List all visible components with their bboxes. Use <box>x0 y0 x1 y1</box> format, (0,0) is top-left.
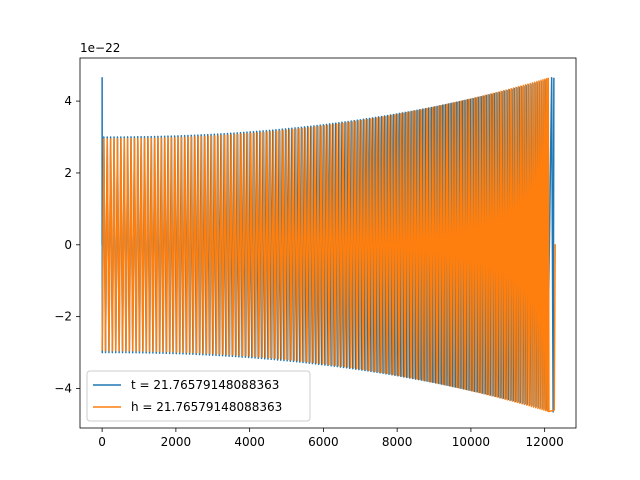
y-tick-label: −2 <box>54 310 72 324</box>
series-layer <box>101 77 556 413</box>
x-tick-label: 8000 <box>382 435 413 449</box>
axes-frame <box>79 57 577 429</box>
y-axis: 4 2 0 −2 −4 <box>54 94 80 395</box>
legend-label-t: t = 21.76579148088363 <box>131 378 279 392</box>
x-axis: 0 2000 4000 6000 8000 10000 12000 <box>98 428 564 449</box>
x-tick-label: 6000 <box>308 435 339 449</box>
legend: t = 21.76579148088363 h = 21.76579148088… <box>86 370 311 422</box>
x-tick-label: 12000 <box>526 435 564 449</box>
x-tick-label: 2000 <box>161 435 192 449</box>
y-tick-label: −4 <box>54 381 72 395</box>
y-tick-label: 0 <box>64 238 72 252</box>
series-line-h <box>101 77 556 413</box>
legend-box <box>86 370 311 422</box>
x-tick-label: 10000 <box>452 435 490 449</box>
y-tick-label: 2 <box>64 166 72 180</box>
legend-label-h: h = 21.76579148088363 <box>131 400 282 414</box>
x-tick-label: 0 <box>98 435 106 449</box>
plot-area <box>101 77 556 413</box>
x-tick-label: 4000 <box>234 435 265 449</box>
y-offset-label: 1e−22 <box>80 41 120 55</box>
y-tick-label: 4 <box>64 94 72 108</box>
